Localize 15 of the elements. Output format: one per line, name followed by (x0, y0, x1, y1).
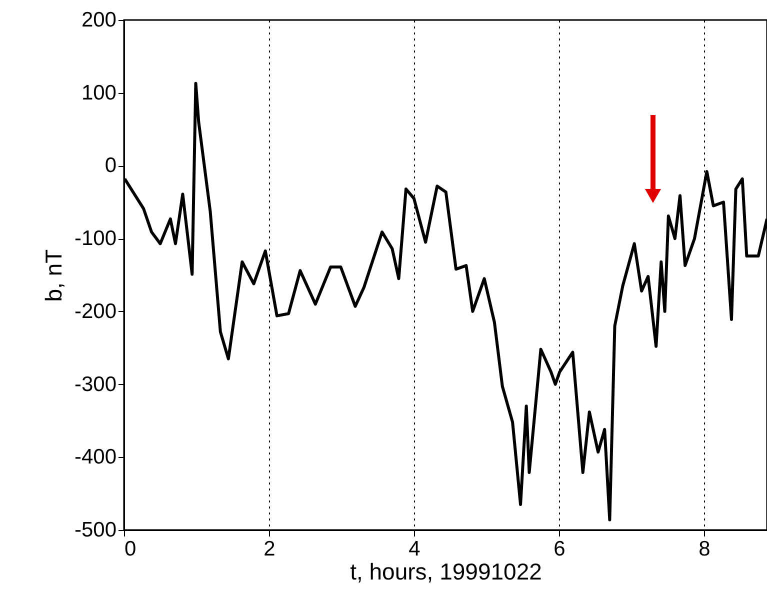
x-tick-label: 0 (124, 538, 136, 560)
x-tick-label: 6 (554, 538, 566, 560)
y-tick-label: -100 (74, 227, 116, 250)
x-tick-label: 2 (264, 538, 276, 560)
x-tick-label: 4 (408, 538, 421, 560)
y-tick-label: 100 (81, 81, 116, 104)
y-tick-label: -200 (74, 300, 116, 323)
y-axis-title: b, nT (40, 249, 66, 302)
x-tick-label: 8 (698, 538, 710, 560)
y-tick-label: 200 (81, 8, 116, 32)
y-tick-label: -300 (74, 372, 116, 396)
y-tick-label: 0 (104, 154, 116, 178)
x-axis-title: t, hours, 19991022 (350, 558, 542, 584)
y-tick-label: -400 (74, 446, 116, 469)
y-tick-label: -500 (74, 518, 116, 542)
